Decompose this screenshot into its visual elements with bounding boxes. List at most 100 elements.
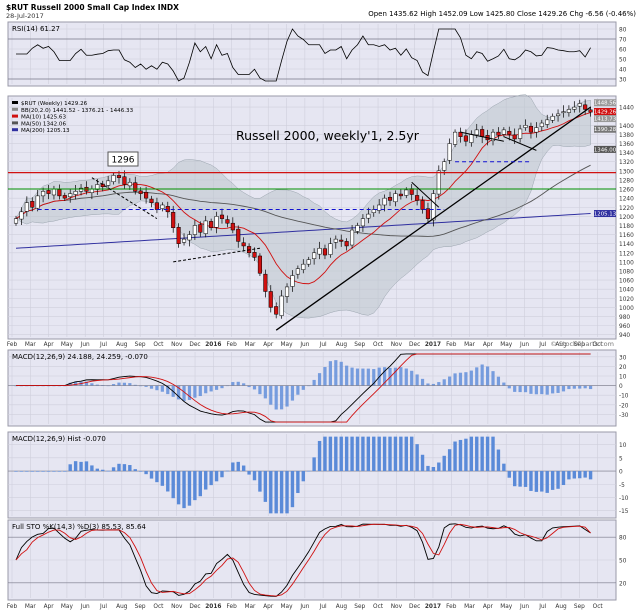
x-tick-label: Sep (354, 342, 365, 348)
macd-histogram-bar (458, 372, 463, 386)
histogram-bar (572, 471, 577, 479)
macd-histogram-bar (366, 368, 370, 386)
candle (24, 202, 29, 212)
histogram-bar (415, 444, 419, 472)
x-tick-label: Sep (574, 342, 585, 348)
macd-histogram-bar (160, 385, 164, 392)
candle (436, 170, 441, 195)
macd-histogram-bar (90, 383, 94, 386)
price-badge (594, 145, 616, 153)
candle (252, 252, 257, 258)
watermark: © StockCharts.com (550, 340, 614, 348)
x-tick-label: Dec (409, 604, 420, 610)
candle (415, 195, 420, 201)
macd-histogram-bar (122, 382, 127, 386)
stochastics-series (8, 523, 616, 597)
legend-entry: $RUT (Weekly) 1429.26 (21, 101, 88, 107)
candle (284, 286, 290, 297)
histogram-bar (512, 471, 517, 487)
histogram-bar (393, 436, 398, 472)
macd-histogram-bar (95, 384, 99, 386)
histogram-bar (464, 438, 468, 472)
histogram-bar (567, 471, 571, 480)
histogram-bar (285, 471, 289, 514)
macd-histogram-bar (334, 360, 338, 386)
legend-swatch (12, 114, 18, 118)
candle (176, 227, 181, 244)
histogram-series (8, 436, 616, 514)
candle (382, 197, 387, 206)
x-tick-label: 2017 (425, 604, 441, 610)
macd-histogram-bar (193, 385, 197, 398)
candle (198, 224, 203, 233)
x-tick-label: Jun (299, 604, 309, 610)
candle (393, 193, 398, 203)
macd-histogram-bar (420, 378, 425, 386)
x-tick-label: 2016 (205, 604, 221, 610)
price-badge-label: 1205.13 (594, 212, 616, 218)
candle (219, 214, 225, 219)
legend-entry: BB(20,2.0) 1441.52 - 1376.21 - 1446.33 (21, 108, 134, 114)
macd-histogram-bar (68, 382, 72, 386)
histogram-bar (138, 471, 143, 472)
price-annotations (8, 106, 616, 331)
macd-histogram-bar (166, 385, 170, 395)
histogram-bar (149, 471, 154, 479)
x-tick-label: Jun (299, 342, 309, 348)
candle (387, 196, 393, 201)
legend-swatch (12, 121, 18, 125)
histogram-bar (84, 461, 89, 472)
x-tick-label: Jul (319, 604, 327, 610)
candle (556, 113, 561, 117)
x-tick-label: Feb (446, 604, 457, 610)
macd-histogram-bar (361, 368, 365, 386)
histogram-bar (252, 471, 257, 481)
candle (512, 134, 517, 140)
y-tick-label: 10 (619, 443, 627, 449)
y-tick-label: -5 (619, 483, 625, 489)
rsi-series (8, 28, 616, 82)
x-tick-label: Mar (244, 604, 256, 610)
x-tick-label: 2017 (425, 342, 441, 348)
histogram-bar (377, 436, 381, 472)
macd-histogram-bar (529, 385, 533, 394)
histogram-bar (540, 471, 544, 492)
x-tick-label: Aug (116, 604, 128, 610)
x-tick-label: Mar (25, 342, 37, 348)
histogram-bar (518, 471, 522, 487)
y-tick-label: 1040 (619, 288, 634, 294)
histogram-bar (312, 457, 316, 472)
x-tick-label: May (61, 342, 74, 348)
candle (425, 208, 431, 219)
histogram-bar (225, 470, 230, 472)
histogram-bar (187, 471, 192, 506)
y-tick-label: 1120 (619, 251, 634, 257)
candle (41, 191, 46, 197)
histogram-bar (523, 471, 528, 487)
x-tick-label: Feb (446, 342, 457, 348)
axis-ticks: 8070605040301440140013801360134013201300… (619, 28, 634, 588)
legend-entry: MA(200) 1205.13 (21, 128, 70, 134)
histogram-bar (117, 463, 121, 472)
histogram-bar (41, 471, 45, 472)
x-tick-label: Oct (153, 604, 164, 610)
histogram-bar (307, 470, 311, 472)
histogram-bar (193, 471, 197, 501)
candle (306, 259, 311, 265)
macd-histogram-bar (209, 385, 213, 392)
x-tick-label: Sep (574, 604, 585, 610)
candle (116, 175, 122, 178)
histogram-bar (442, 455, 446, 472)
candle (89, 188, 94, 193)
y-tick-label: 980 (619, 315, 630, 321)
candle (377, 204, 382, 211)
histogram-bar (550, 471, 555, 490)
macd-histogram-bar (133, 384, 137, 386)
candle (203, 220, 208, 234)
y-tick-label: -15 (619, 509, 629, 515)
x-tick-label: Apr (44, 604, 55, 610)
histogram-bar (46, 471, 51, 472)
chart-date: 28-Jul-2017 (6, 12, 44, 20)
y-tick-label: 1060 (619, 279, 634, 285)
y-tick-label: -10 (619, 394, 629, 400)
